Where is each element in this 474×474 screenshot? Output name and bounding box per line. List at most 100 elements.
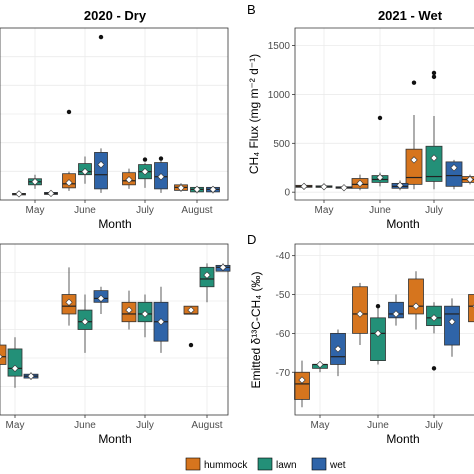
mean-marker bbox=[65, 179, 73, 187]
box-hummock bbox=[294, 360, 310, 408]
x-tick-label: July bbox=[136, 205, 154, 216]
y-tick-labels: -40 -50 -60 -70 bbox=[276, 251, 295, 379]
mean-marker bbox=[376, 173, 384, 182]
mean-marker bbox=[177, 184, 185, 192]
box-body bbox=[445, 161, 463, 187]
box-group bbox=[12, 34, 220, 198]
panel-letter: D bbox=[247, 232, 256, 247]
y-tick-label: 1500 bbox=[268, 41, 291, 52]
box-hummock bbox=[121, 290, 137, 330]
x-tick-label: May bbox=[6, 420, 25, 431]
box-body bbox=[408, 278, 424, 315]
x-axis-label: Month bbox=[98, 432, 131, 446]
box-lawn bbox=[137, 294, 153, 338]
mean-marker bbox=[334, 345, 342, 353]
box-lawn bbox=[370, 303, 386, 365]
x-tick-label: June bbox=[367, 420, 389, 431]
mean-marker bbox=[47, 189, 55, 198]
box-hummock bbox=[295, 182, 313, 190]
panel-2020-isotope: May June July August Month bbox=[0, 243, 231, 446]
mean-marker bbox=[298, 376, 306, 384]
x-tick-labels: May June July August bbox=[26, 200, 213, 216]
x-tick-label: June bbox=[74, 420, 96, 431]
panel-title: 2020 - Dry bbox=[84, 8, 147, 23]
legend-key-lawn bbox=[257, 457, 273, 471]
mean-marker bbox=[141, 168, 149, 176]
box-wet bbox=[93, 286, 109, 314]
outlier-point bbox=[98, 34, 104, 40]
y-tick-label: -40 bbox=[276, 251, 291, 262]
mean-marker bbox=[430, 154, 438, 162]
mean-marker bbox=[450, 164, 458, 172]
box-wet bbox=[44, 189, 58, 198]
outlier-point bbox=[375, 303, 381, 309]
mean-marker bbox=[125, 306, 133, 314]
mean-marker bbox=[193, 185, 201, 194]
panel-letter: B bbox=[247, 2, 256, 17]
y-tick-label: 1000 bbox=[268, 90, 291, 101]
mean-marker bbox=[31, 178, 39, 186]
x-tick-label: August bbox=[191, 420, 222, 431]
x-tick-label: August bbox=[181, 205, 212, 216]
box-group bbox=[294, 271, 474, 408]
y-axis-label: Emitted δ¹³C-CH₄ (‰) bbox=[249, 272, 263, 389]
outlier-point bbox=[158, 156, 164, 161]
mean-marker bbox=[410, 156, 418, 164]
box-wet bbox=[335, 184, 353, 192]
mean-marker bbox=[27, 372, 35, 380]
box-body bbox=[425, 145, 443, 182]
box-wet bbox=[330, 329, 346, 377]
mean-marker bbox=[15, 190, 23, 198]
x-tick-labels: May June July bbox=[315, 200, 443, 216]
box-body bbox=[294, 371, 310, 400]
mean-marker bbox=[209, 185, 217, 194]
y-tick-labels: 0 500 1000 1500 bbox=[268, 41, 295, 199]
x-axis-label: Month bbox=[386, 217, 419, 231]
x-axis-label: Month bbox=[386, 432, 419, 446]
box-wet bbox=[444, 298, 460, 357]
legend-key-hummock bbox=[185, 457, 201, 471]
box-wet bbox=[391, 180, 409, 191]
panel-background bbox=[295, 28, 474, 200]
legend-label-lawn: lawn bbox=[276, 460, 297, 471]
box-lawn bbox=[426, 302, 442, 371]
outlier-point bbox=[188, 342, 194, 348]
box-wet bbox=[206, 185, 220, 194]
panel-border bbox=[294, 27, 474, 201]
box-hummock bbox=[408, 271, 424, 330]
x-axis-label: Month bbox=[98, 217, 131, 231]
mean-marker bbox=[356, 310, 364, 318]
mean-marker bbox=[396, 181, 404, 189]
box-lawn bbox=[315, 183, 333, 191]
mean-marker bbox=[65, 298, 73, 306]
mean-marker bbox=[340, 184, 348, 192]
y-axis-label: CH₄ Flux (mg m⁻² d⁻¹) bbox=[247, 54, 261, 174]
box-lawn bbox=[138, 157, 152, 188]
outlier-point bbox=[431, 70, 437, 76]
box-lawn bbox=[77, 294, 93, 353]
box-hummock bbox=[62, 109, 76, 191]
outlier-point bbox=[431, 74, 437, 80]
x-tick-label: May bbox=[315, 205, 334, 216]
box-wet bbox=[154, 156, 168, 193]
outlier-point bbox=[142, 157, 148, 162]
mean-marker bbox=[466, 175, 474, 184]
box-hummock bbox=[61, 267, 77, 326]
x-tick-label: June bbox=[369, 205, 391, 216]
legend-label-hummock: hummock bbox=[204, 460, 248, 471]
box-body bbox=[94, 152, 108, 190]
panel-2020-flux: May June July August 2020 - Dry Month bbox=[0, 8, 229, 231]
legend-label-wet: wet bbox=[329, 460, 346, 471]
x-tick-label: July bbox=[136, 420, 154, 431]
mean-marker bbox=[157, 173, 165, 181]
outlier-point bbox=[66, 109, 72, 115]
box-lawn bbox=[28, 174, 42, 189]
box-lawn bbox=[199, 263, 215, 303]
box-wet bbox=[215, 263, 231, 272]
panel-border bbox=[0, 243, 229, 416]
mean-marker bbox=[125, 176, 133, 184]
box-lawn bbox=[7, 337, 23, 388]
box-wet bbox=[94, 34, 108, 193]
x-tick-labels: May June July August bbox=[6, 415, 223, 431]
